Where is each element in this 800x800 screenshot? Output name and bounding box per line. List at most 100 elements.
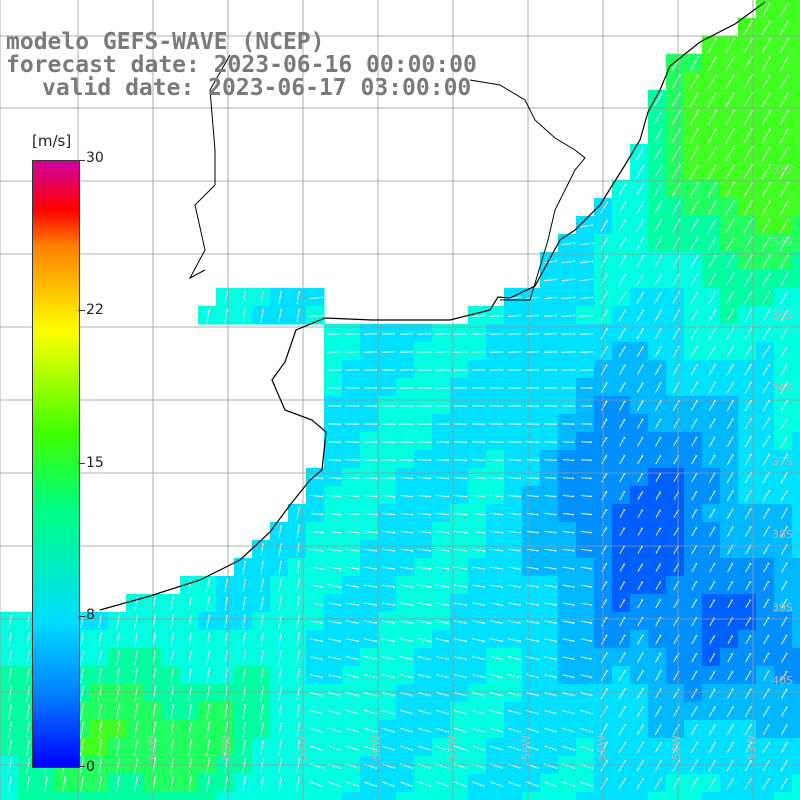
wind-arrow-head [713,599,716,602]
wind-arrow-head [590,567,592,570]
wind-arrow-head [573,332,576,335]
wind-arrow-head [786,381,789,384]
wind-arrow [345,333,359,335]
wind-arrow-head [769,128,771,130]
wind-arrow-head [590,387,593,389]
wind-arrow [260,291,264,305]
wind-arrow [781,689,787,699]
wind-arrow-head [28,650,31,653]
wind-speed-cell [702,396,721,415]
wind-arrow-head [787,2,789,4]
wind-speed-cell [702,288,721,307]
wind-arrow-head [321,622,324,625]
wind-speed-cell [630,558,649,577]
wind-speed-cell [432,522,451,541]
wind-speed-cell [342,648,361,667]
wind-speed-cell [108,666,127,685]
wind-speed-cell [702,594,721,613]
wind-arrow-head [768,777,770,780]
wind-arrow [744,689,752,699]
wind-speed-cell [522,324,541,343]
wind-speed-cell [234,612,253,631]
wind-speed-cell [0,630,19,649]
wind-speed-cell [342,504,361,523]
wind-arrow-head [501,658,504,661]
wind-speed-cell [432,702,451,721]
wind-speed-cell [774,720,793,739]
wind-arrow-head [375,604,377,606]
wind-arrow-head [429,748,431,751]
wind-arrow [224,740,228,756]
wind-arrow [743,56,753,72]
wind-arrow [382,781,394,787]
wind-speed-cell [774,576,793,595]
wind-speed-cell [738,504,757,523]
wind-arrow-head [244,614,246,617]
wind-arrow-head [136,596,138,599]
wind-speed-cell [432,720,451,739]
wind-arrow [637,492,643,500]
wind-arrow [345,351,359,353]
wind-arrow [489,691,503,697]
wind-speed-cell [648,234,667,253]
wind-arrow [206,651,210,665]
wind-arrow-head [678,200,681,203]
wind-arrow [453,477,467,479]
wind-arrow [471,459,485,461]
wind-arrow [579,351,593,353]
wind-speed-cell [792,0,800,19]
wind-arrow [580,656,592,660]
wind-arrow-head [785,724,788,727]
wind-arrow [654,401,662,411]
wind-speed-cell [468,648,487,667]
wind-speed-cell [576,504,595,523]
wind-arrow-head [713,670,716,673]
wind-speed-cell [702,738,721,757]
wind-speed-cell [324,360,343,379]
colorbar-tick-mark [78,160,85,161]
wind-speed-cell [486,324,505,343]
wind-speed-cell [648,162,667,181]
wind-arrow [600,724,608,736]
wind-arrow [98,686,102,702]
wind-arrow [690,400,698,412]
wind-speed-cell [432,792,451,800]
wind-arrow-head [519,459,522,462]
wind-arrow [744,508,752,520]
wind-arrow [453,691,467,697]
wind-arrow-head [280,291,282,293]
wind-arrow-head [678,273,681,276]
wind-arrow-head [572,694,575,697]
wind-arrow-head [28,704,31,706]
wind-speed-cell [324,594,343,613]
wind-arrow [636,255,644,269]
wind-speed-cell [576,468,595,487]
valid-date: valid date: 2023-06-17 03:00:00 [42,75,472,101]
wind-speed-cell [342,360,361,379]
wind-arrow-head [554,658,557,661]
wind-speed-cell [108,738,127,757]
wind-arrow-head [733,146,735,148]
wind-speed-cell [540,522,559,541]
wind-arrow [744,436,752,448]
wind-speed-cell [774,522,793,541]
wind-speed-cell [774,108,793,127]
wind-speed-cell [450,414,469,433]
wind-speed-cell [666,432,685,451]
wind-speed-cell [756,126,775,145]
wind-speed-cell [432,432,451,451]
wind-speed-cell [522,522,541,541]
wind-arrow-head [339,586,342,588]
wind-speed-cell [216,774,235,793]
wind-arrow-head [732,236,735,239]
wind-arrow [544,620,556,624]
wind-arrow-head [411,785,413,787]
wind-arrow-head [136,614,139,617]
wind-arrow [636,328,644,340]
wind-arrow [725,110,735,126]
wind-arrow [188,740,192,756]
wind-speed-cell [270,306,289,325]
wind-arrow-head [786,363,789,366]
wind-arrow-head [660,255,663,258]
wind-arrow-head [429,405,432,407]
